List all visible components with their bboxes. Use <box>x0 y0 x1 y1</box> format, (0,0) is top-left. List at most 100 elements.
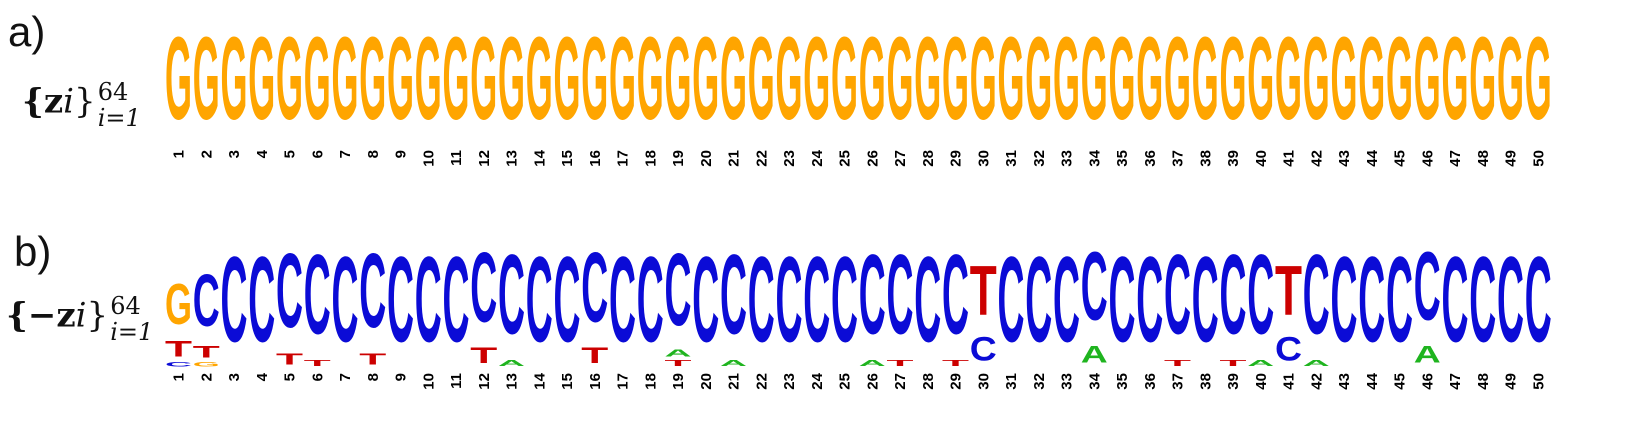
position-tick-label: 13 <box>504 150 521 167</box>
position-tick-label: 25 <box>837 373 854 390</box>
logo-letter-G-panel-a-pos-47: G <box>1442 13 1469 145</box>
logo-letter-G-panel-a-pos-24: G <box>803 13 830 145</box>
logo-letter-C-panel-b-pos-16: C <box>581 232 608 343</box>
position-tick-label: 47 <box>1447 150 1464 167</box>
position-tick-label: 12 <box>476 150 493 167</box>
logo-letter-C-panel-b-pos-21: C <box>720 232 747 358</box>
logo-letter-C-panel-b-pos-14: C <box>526 233 553 368</box>
position-tick-label: 25 <box>837 150 854 167</box>
position-tick-label: 13 <box>504 373 521 390</box>
position-tick-label: 8 <box>365 150 382 158</box>
logo-letter-T-panel-b-pos-1: T <box>165 337 192 361</box>
position-tick-label: 40 <box>1253 373 1270 390</box>
logo-letter-T-panel-b-pos-16: T <box>581 344 608 368</box>
logo-letter-A-panel-b-pos-26: A <box>859 358 886 368</box>
logo-letter-T-panel-b-pos-12: T <box>470 344 497 368</box>
position-tick-label: 40 <box>1253 150 1270 167</box>
logo-letter-C-panel-b-pos-44: C <box>1358 233 1385 368</box>
logo-letter-C-panel-b-pos-25: C <box>831 233 858 368</box>
position-tick-label: 8 <box>365 373 382 381</box>
logo-letter-G-panel-a-pos-5: G <box>276 13 303 145</box>
position-tick-label: 31 <box>1003 373 1020 390</box>
logo-letter-G-panel-a-pos-26: G <box>859 13 886 145</box>
logo-letter-C-panel-b-pos-6: C <box>304 232 331 358</box>
logo-letter-G-panel-b-pos-2: G <box>193 361 220 368</box>
logo-letter-A-panel-b-pos-40: A <box>1247 358 1274 368</box>
position-tick-label: 37 <box>1170 150 1187 167</box>
position-tick-label: 9 <box>393 150 410 158</box>
logo-letter-C-panel-b-pos-31: C <box>998 233 1025 368</box>
position-tick-label: 19 <box>670 150 687 167</box>
logo-letter-C-panel-b-pos-28: C <box>914 233 941 368</box>
logo-letter-G-panel-a-pos-20: G <box>692 13 719 145</box>
position-tick-label: 20 <box>698 373 715 390</box>
logo-letter-T-panel-b-pos-41: T <box>1275 252 1302 330</box>
logo-letter-A-panel-b-pos-21: A <box>720 358 747 368</box>
logo-letter-C-panel-b-pos-26: C <box>859 232 886 358</box>
logo-letter-G-panel-a-pos-1: G <box>165 13 192 145</box>
logo-letter-G-panel-a-pos-25: G <box>831 13 858 145</box>
logo-letter-G-panel-a-pos-9: G <box>387 13 414 145</box>
position-tick-label: 7 <box>337 150 354 158</box>
logo-letter-G-panel-a-pos-22: G <box>748 13 775 145</box>
logo-letter-C-panel-b-pos-4: C <box>248 233 275 368</box>
logo-letter-G-panel-a-pos-39: G <box>1220 13 1247 145</box>
logo-letter-C-panel-b-pos-45: C <box>1386 233 1413 368</box>
logo-letter-G-panel-a-pos-29: G <box>942 13 969 145</box>
position-tick-label: 27 <box>892 373 909 390</box>
logo-letter-T-panel-b-pos-8: T <box>359 351 386 369</box>
position-tick-label: 41 <box>1281 150 1298 167</box>
logo-letter-G-panel-a-pos-49: G <box>1497 13 1524 145</box>
logo-letter-G-panel-a-pos-23: G <box>776 13 803 145</box>
position-tick-label: 29 <box>948 373 965 390</box>
logo-letter-G-panel-a-pos-35: G <box>1109 13 1136 145</box>
position-tick-label: 27 <box>892 150 909 167</box>
logo-letter-C-panel-b-pos-49: C <box>1497 233 1524 368</box>
logo-letter-T-panel-b-pos-2: T <box>193 343 221 362</box>
position-tick-label: 49 <box>1503 150 1520 167</box>
position-tick-label: 21 <box>726 150 743 167</box>
position-tick-label: 5 <box>282 150 299 158</box>
position-tick-label: 16 <box>587 150 604 167</box>
logo-letter-G-panel-a-pos-13: G <box>498 13 525 145</box>
position-tick-label: 5 <box>282 373 299 381</box>
position-tick-label: 30 <box>975 150 992 167</box>
position-tick-label: 48 <box>1475 150 1492 167</box>
position-tick-label: 28 <box>920 150 937 167</box>
logo-letter-G-panel-a-pos-44: G <box>1358 13 1385 145</box>
logo-letter-T-panel-b-pos-27: T <box>887 358 915 368</box>
logo-letter-G-panel-a-pos-31: G <box>998 13 1025 145</box>
logo-letter-G-panel-a-pos-18: G <box>637 13 664 145</box>
position-tick-label: 19 <box>670 373 687 390</box>
position-tick-label: 26 <box>864 373 881 390</box>
logo-letter-G-panel-a-pos-32: G <box>1025 13 1052 145</box>
position-tick-label: 17 <box>615 150 632 167</box>
logo-letter-C-panel-b-pos-12: C <box>470 232 497 343</box>
position-tick-label: 4 <box>254 372 271 381</box>
logo-letter-C-panel-b-pos-13: C <box>498 232 525 358</box>
position-tick-label: 2 <box>198 373 215 381</box>
position-tick-label: 35 <box>1114 150 1131 167</box>
logo-letter-C-panel-b-pos-50: C <box>1525 233 1552 368</box>
logo-letter-G-panel-a-pos-27: G <box>887 13 914 145</box>
logo-panel-b: CTG1GTC2C3C4TC5TC6C7TC8C9C10C11TC12AC13C… <box>165 231 1552 390</box>
logo-letter-C-panel-b-pos-23: C <box>776 233 803 368</box>
logo-letter-C-panel-b-pos-34: C <box>1081 231 1108 341</box>
position-tick-label: 9 <box>393 373 410 381</box>
position-tick-label: 6 <box>309 373 326 381</box>
position-tick-label: 15 <box>559 150 576 167</box>
logo-letter-G-panel-a-pos-8: G <box>359 13 386 145</box>
position-tick-label: 37 <box>1170 373 1187 390</box>
logo-letter-C-panel-b-pos-27: C <box>887 232 914 358</box>
position-tick-label: 34 <box>1086 372 1103 389</box>
logo-letter-T-panel-b-pos-6: T <box>304 358 332 368</box>
position-tick-label: 10 <box>420 373 437 390</box>
position-tick-label: 48 <box>1475 373 1492 390</box>
logo-letter-G-panel-a-pos-11: G <box>443 13 470 145</box>
logo-letter-G-panel-a-pos-41: G <box>1275 13 1302 145</box>
position-tick-label: 32 <box>1031 150 1048 167</box>
logo-letter-C-panel-b-pos-39: C <box>1220 232 1247 358</box>
logo-letter-C-panel-b-pos-33: C <box>1053 233 1080 368</box>
position-tick-label: 45 <box>1392 150 1409 167</box>
logo-letter-A-panel-b-pos-13: A <box>498 358 525 368</box>
